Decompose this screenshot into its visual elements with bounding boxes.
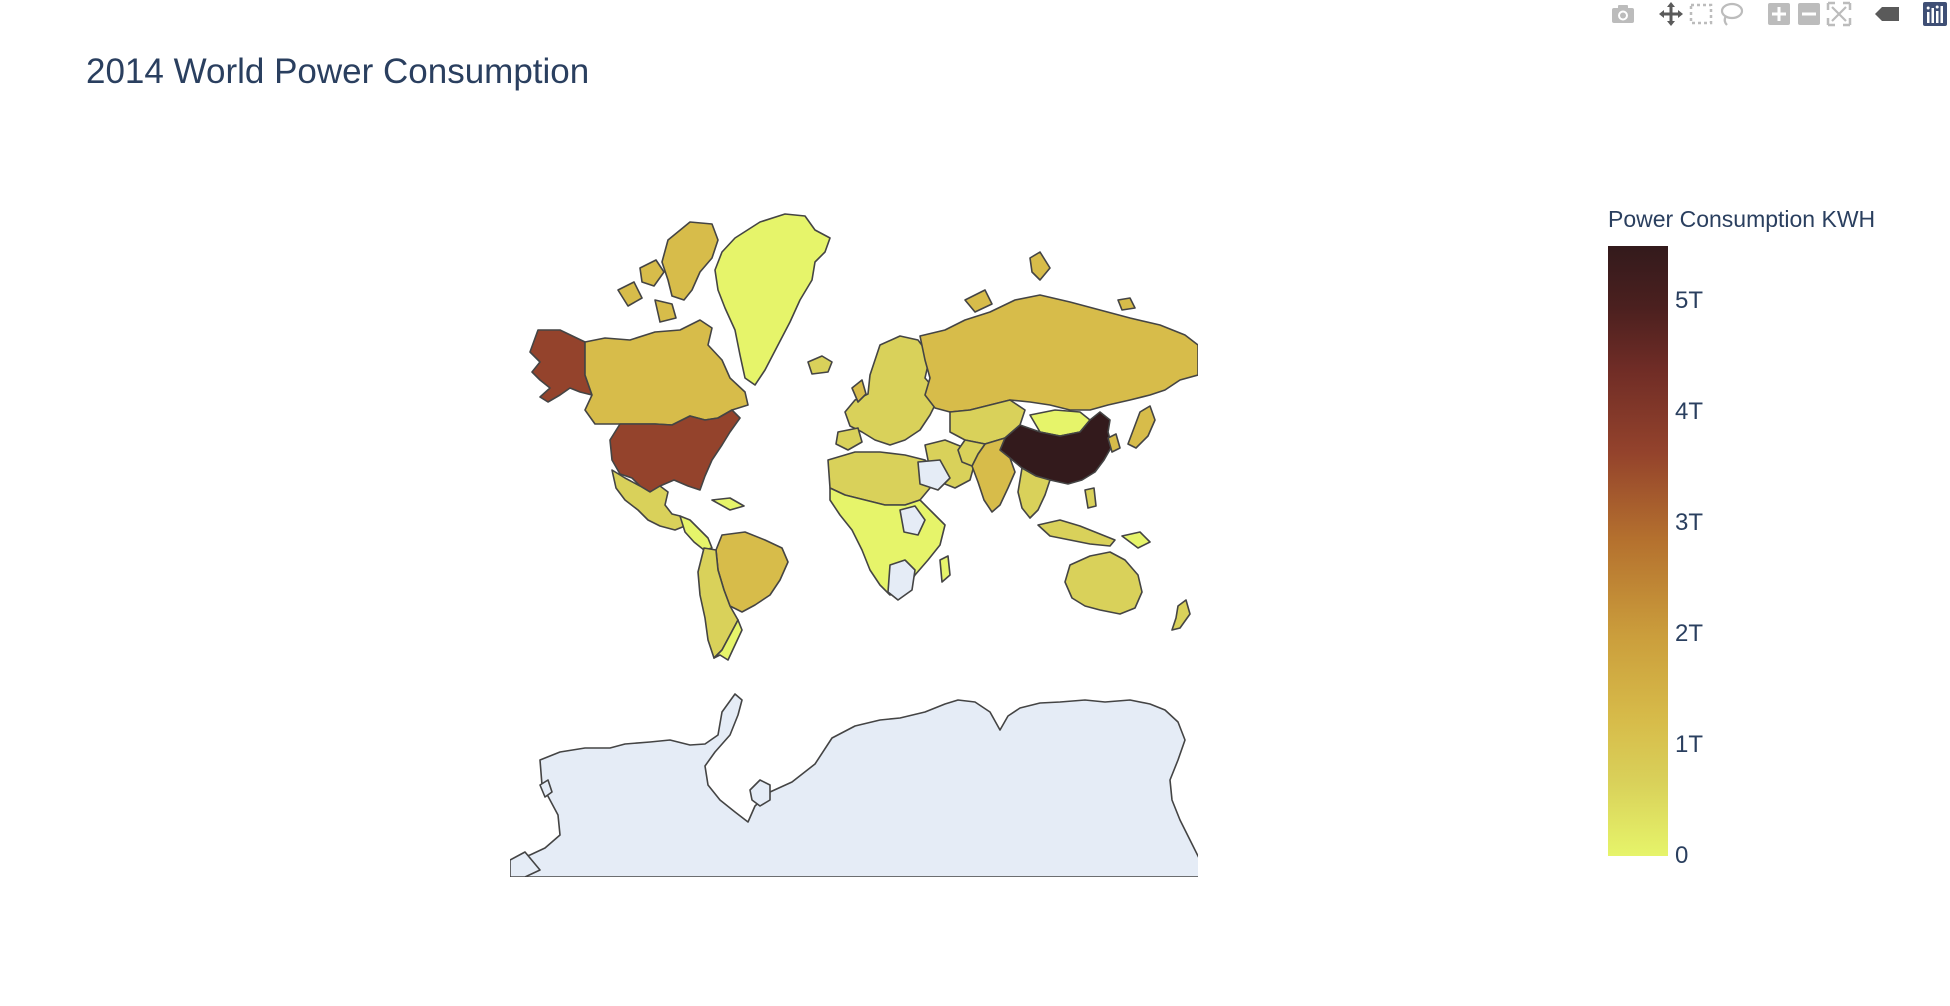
- modebar-group-hover: [1872, 0, 1902, 28]
- colorbar-tick-label: 1T: [1675, 731, 1704, 759]
- country-madagascar[interactable]: [939, 555, 951, 583]
- region-southeast-asia[interactable]: [1017, 467, 1051, 519]
- colorbar-tick-label: 5T: [1675, 287, 1704, 315]
- country-southern-africa-no-data[interactable]: [887, 559, 916, 601]
- plotly-logo-icon: [1923, 2, 1947, 26]
- country-canada-island-3[interactable]: [617, 281, 643, 307]
- modebar-group-logo: [1920, 0, 1950, 28]
- country-australia[interactable]: [1064, 551, 1143, 615]
- modebar: [1590, 0, 1950, 28]
- box-select-icon: [1689, 3, 1713, 25]
- country-iberia[interactable]: [835, 427, 863, 451]
- hover-closest-button[interactable]: [1872, 0, 1902, 28]
- country-png[interactable]: [1121, 531, 1151, 549]
- region-south-america-south[interactable]: [713, 619, 743, 661]
- colorbar-title: Power Consumption KWH: [1608, 206, 1876, 232]
- zoom-in-button[interactable]: [1764, 0, 1794, 28]
- plotly-logo-link[interactable]: [1920, 0, 1950, 28]
- zoom-out-button[interactable]: [1794, 0, 1824, 28]
- country-iceland[interactable]: [807, 355, 833, 375]
- region-indonesia[interactable]: [1037, 519, 1116, 547]
- chart-title: 2014 World Power Consumption: [86, 52, 590, 91]
- modebar-group-export: [1608, 0, 1638, 28]
- country-canada[interactable]: [584, 319, 749, 426]
- country-philippines[interactable]: [1084, 487, 1097, 509]
- country-greenland[interactable]: [714, 213, 831, 386]
- island-antarctic-2[interactable]: [539, 779, 553, 798]
- hover-compare-icon: [1875, 7, 1899, 21]
- lasso-select-button[interactable]: [1716, 0, 1746, 28]
- country-sudan-no-data[interactable]: [899, 505, 926, 536]
- country-russia-island-1[interactable]: [1029, 251, 1051, 281]
- pan-button[interactable]: [1656, 0, 1686, 28]
- country-russia[interactable]: [919, 294, 1198, 413]
- pan-icon: [1659, 2, 1683, 26]
- box-select-button[interactable]: [1686, 0, 1716, 28]
- colorbar-tick-label: 4T: [1675, 398, 1704, 426]
- camera-button[interactable]: [1608, 0, 1638, 28]
- camera-icon: [1612, 5, 1634, 23]
- country-new-zealand[interactable]: [1171, 599, 1191, 631]
- reset-view-button[interactable]: [1824, 0, 1854, 28]
- reset-view-icon: [1826, 1, 1852, 27]
- country-canada-islands[interactable]: [661, 221, 719, 301]
- country-japan[interactable]: [1127, 405, 1156, 449]
- country-saudi-no-data[interactable]: [917, 459, 951, 491]
- island-antarctic-1[interactable]: [749, 779, 771, 807]
- modebar-group-zoom: [1764, 0, 1854, 28]
- country-usa[interactable]: [609, 409, 741, 493]
- island-antarctic-3[interactable]: [510, 851, 541, 877]
- region-central-america[interactable]: [679, 515, 713, 551]
- colorbar-tick-label: 0: [1675, 842, 1689, 869]
- country-pakistan-afghanistan[interactable]: [957, 439, 986, 467]
- country-russia-island-2[interactable]: [964, 289, 993, 313]
- country-antarctica[interactable]: [510, 693, 1200, 877]
- colorbar-gradient: [1608, 246, 1668, 856]
- country-canada-island-4[interactable]: [654, 299, 677, 323]
- colorbar-tick-label: 3T: [1675, 509, 1704, 537]
- colorbar-tick-label: 2T: [1675, 620, 1704, 648]
- country-russia-island-3[interactable]: [1117, 297, 1136, 311]
- country-usa-alaska[interactable]: [529, 329, 593, 403]
- region-caribbean[interactable]: [711, 497, 745, 511]
- modebar-group-drag: [1656, 0, 1746, 28]
- lasso-select-icon: [1720, 2, 1744, 26]
- country-korea[interactable]: [1107, 433, 1121, 453]
- zoom-in-icon: [1768, 3, 1790, 25]
- country-uk[interactable]: [851, 379, 867, 403]
- country-canada-island-2[interactable]: [639, 259, 665, 287]
- zoom-out-icon: [1798, 3, 1820, 25]
